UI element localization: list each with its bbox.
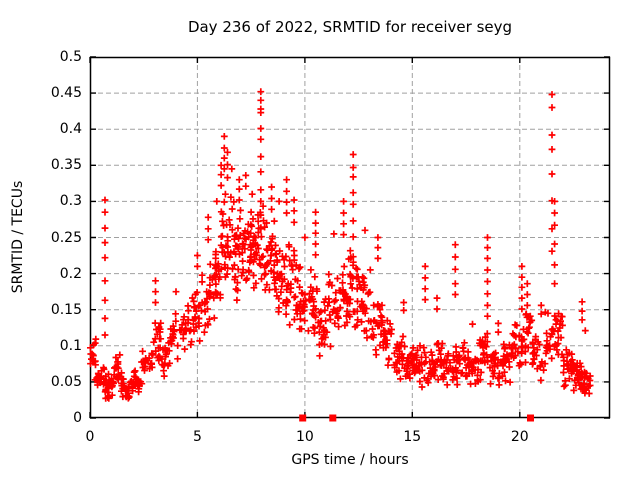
axis-square-marker xyxy=(299,414,307,422)
y-tick-label: 0.5 xyxy=(59,49,82,65)
y-tick-label: 0.45 xyxy=(50,85,82,102)
axis-square-marker xyxy=(329,414,337,422)
x-tick-label: 10 xyxy=(295,429,314,445)
x-tick-label: 20 xyxy=(510,429,529,445)
y-tick-label: 0.05 xyxy=(50,373,82,390)
y-axis-title: SRMTID / TECUs xyxy=(10,180,26,294)
x-tick-label: 15 xyxy=(403,429,422,445)
axis-square-marker xyxy=(527,414,534,422)
plot-svg xyxy=(87,56,611,422)
y-tick-label: 0.1 xyxy=(59,337,82,354)
y-tick-label: 0.35 xyxy=(50,157,82,174)
x-tick-label: 5 xyxy=(192,429,202,445)
y-tick-label: 0.15 xyxy=(50,301,82,318)
scatter-points xyxy=(87,88,594,402)
plot-border xyxy=(89,56,611,419)
x-tick-label: 0 xyxy=(85,429,95,445)
y-tick-label: 0.2 xyxy=(59,265,82,282)
y-tick-label: 0.4 xyxy=(59,121,82,138)
y-tick-label: 0 xyxy=(73,410,82,426)
y-tick-label: 0.25 xyxy=(50,229,82,246)
chart-title: Day 236 of 2022, SRMTID for receiver sey… xyxy=(187,18,513,36)
y-tick-label: 0.3 xyxy=(59,193,82,210)
plot-area xyxy=(87,56,611,422)
x-axis-title: GPS time / hours xyxy=(291,452,409,468)
